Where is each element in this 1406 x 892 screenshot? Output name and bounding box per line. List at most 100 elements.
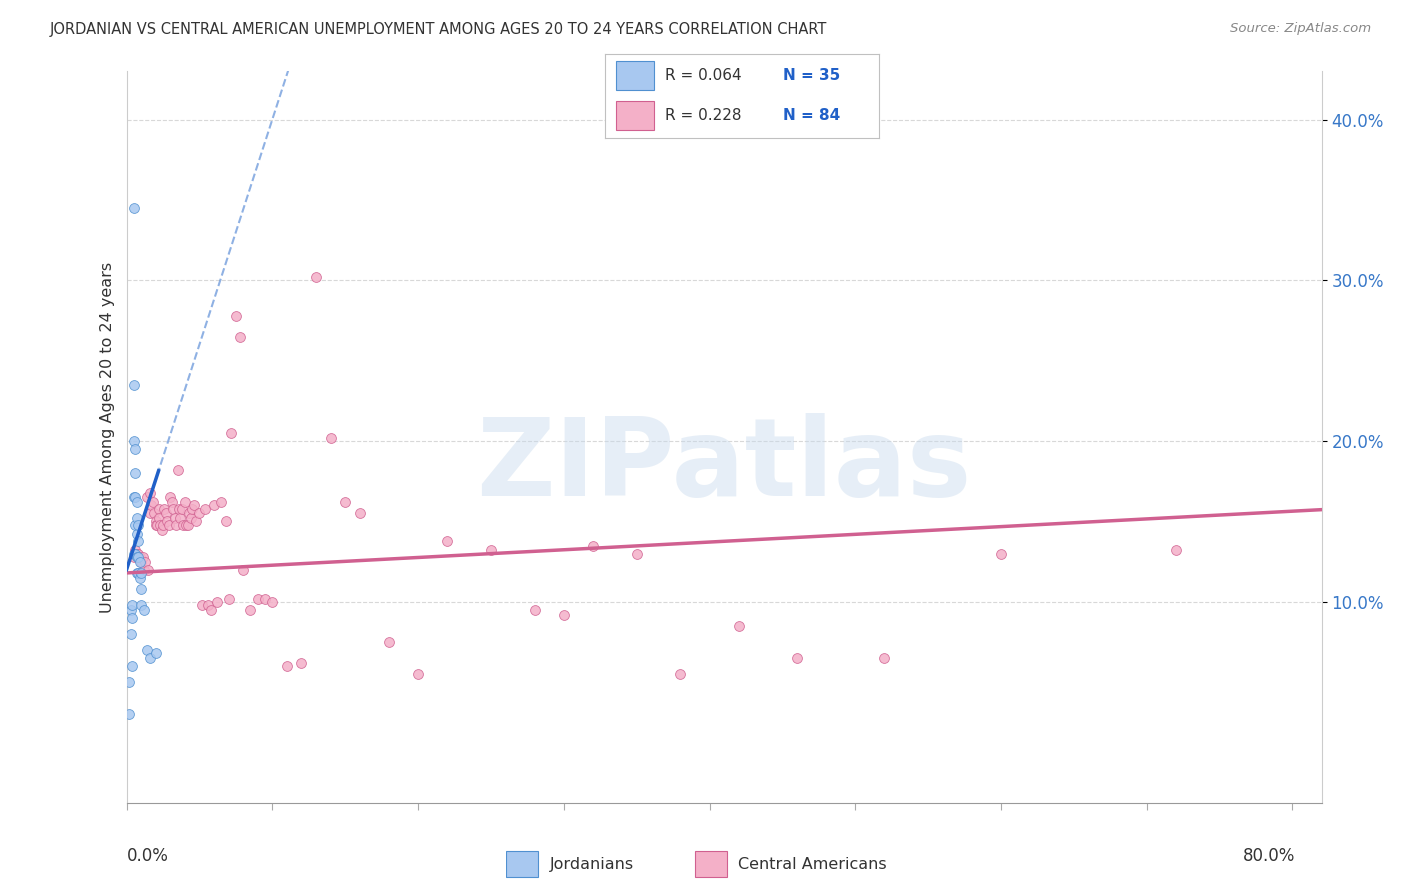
Point <box>727 619 749 633</box>
Text: N = 35: N = 35 <box>783 68 839 83</box>
Point <box>406 667 429 681</box>
Point <box>183 499 205 513</box>
Point <box>128 571 150 585</box>
Point <box>139 507 162 521</box>
Point <box>290 656 312 670</box>
Point <box>221 425 243 440</box>
Point <box>157 517 180 532</box>
Point <box>188 507 211 521</box>
Point <box>169 511 191 525</box>
Point <box>129 582 152 596</box>
Point <box>262 595 284 609</box>
Point <box>145 646 167 660</box>
Point <box>191 598 214 612</box>
Point <box>479 543 502 558</box>
Point <box>125 566 148 580</box>
Point <box>197 598 219 612</box>
Point <box>121 598 143 612</box>
Point <box>125 547 148 561</box>
Point <box>122 549 145 564</box>
Point <box>523 603 546 617</box>
Point <box>146 517 169 532</box>
Text: R = 0.228: R = 0.228 <box>665 108 741 123</box>
Text: N = 84: N = 84 <box>783 108 839 123</box>
Text: 80.0%: 80.0% <box>1243 847 1295 864</box>
Point <box>127 549 149 564</box>
Point <box>122 434 145 449</box>
Point <box>786 651 808 665</box>
Point <box>121 659 143 673</box>
Point <box>186 515 208 529</box>
Point <box>134 555 156 569</box>
Point <box>155 507 177 521</box>
Point <box>125 549 148 564</box>
Point <box>127 533 149 548</box>
Text: Jordanians: Jordanians <box>550 857 634 871</box>
Point <box>669 667 692 681</box>
Text: Source: ZipAtlas.com: Source: ZipAtlas.com <box>1230 22 1371 36</box>
Point <box>990 547 1012 561</box>
Point <box>194 501 217 516</box>
Point <box>378 635 401 649</box>
Point <box>132 603 155 617</box>
Point <box>122 201 145 215</box>
Text: 0.0%: 0.0% <box>127 847 169 864</box>
Point <box>873 651 896 665</box>
Point <box>214 515 236 529</box>
Point <box>162 501 184 516</box>
Point <box>139 651 162 665</box>
Point <box>124 442 146 457</box>
Point <box>167 501 190 516</box>
Point <box>156 515 179 529</box>
Point <box>626 547 648 561</box>
Point <box>129 598 152 612</box>
Point <box>153 501 176 516</box>
Point <box>436 533 458 548</box>
Point <box>120 603 142 617</box>
Bar <box>616 62 654 90</box>
Point <box>136 643 159 657</box>
Point <box>553 607 575 622</box>
Point <box>209 495 232 509</box>
Point <box>129 566 152 580</box>
Point <box>136 491 159 505</box>
Point <box>152 517 174 532</box>
Point <box>225 309 247 323</box>
Point <box>132 563 155 577</box>
Point <box>166 463 188 477</box>
Point <box>124 543 146 558</box>
Point <box>127 547 149 561</box>
Point <box>131 549 153 564</box>
Point <box>150 523 173 537</box>
Point <box>202 499 225 513</box>
Point <box>180 511 202 525</box>
Point <box>125 511 148 525</box>
Point <box>253 591 276 606</box>
Point <box>159 491 181 505</box>
Text: R = 0.064: R = 0.064 <box>665 68 741 83</box>
Point <box>246 591 269 606</box>
Point <box>165 517 187 532</box>
Y-axis label: Unemployment Among Ages 20 to 24 years: Unemployment Among Ages 20 to 24 years <box>100 261 115 613</box>
Point <box>200 603 222 617</box>
Point <box>582 539 605 553</box>
Point <box>145 515 167 529</box>
Point <box>232 563 254 577</box>
Point <box>179 507 201 521</box>
Point <box>118 707 141 722</box>
Point <box>121 611 143 625</box>
Point <box>124 517 146 532</box>
Point <box>139 485 162 500</box>
Point <box>143 507 166 521</box>
Point <box>122 377 145 392</box>
Text: Central Americans: Central Americans <box>738 857 887 871</box>
Point <box>349 507 371 521</box>
Point <box>127 566 149 580</box>
Point <box>205 595 228 609</box>
Point <box>276 659 298 673</box>
Point <box>319 431 342 445</box>
Point <box>181 501 204 516</box>
Text: ZIPatlas: ZIPatlas <box>477 413 972 519</box>
Point <box>170 501 193 516</box>
Point <box>128 549 150 564</box>
